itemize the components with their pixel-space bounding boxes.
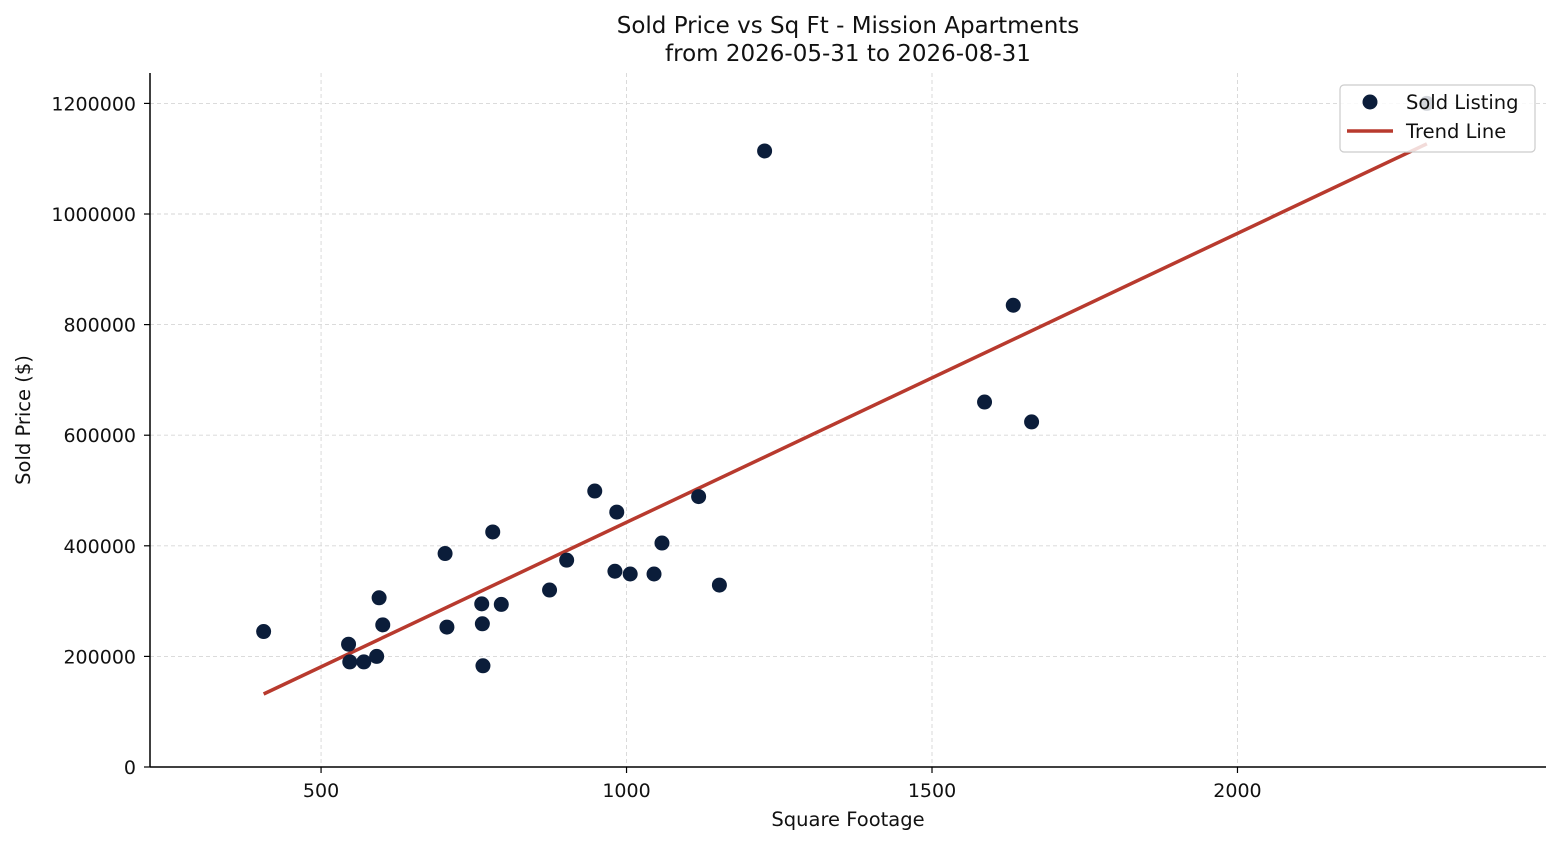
trend-line-layer xyxy=(262,142,1428,696)
data-point-16 xyxy=(587,483,603,499)
data-point-12 xyxy=(485,524,501,540)
data-point-21 xyxy=(654,535,670,551)
data-point-24 xyxy=(757,143,773,159)
data-point-23 xyxy=(711,577,727,593)
y-tick-label-1: 200000 xyxy=(63,646,136,668)
x-tick-label-0: 500 xyxy=(303,780,339,802)
data-point-26 xyxy=(1005,297,1021,313)
y-tick-label-2: 400000 xyxy=(63,536,136,558)
data-point-14 xyxy=(542,582,558,598)
data-point-25 xyxy=(977,394,993,410)
data-point-9 xyxy=(474,596,490,612)
data-points xyxy=(256,95,1435,674)
trend-line xyxy=(262,142,1428,696)
legend-label-trend-line: Trend Line xyxy=(1405,120,1506,143)
data-point-27 xyxy=(1024,414,1040,430)
chart-subtitle: from 2026-05-31 to 2026-08-31 xyxy=(665,41,1031,67)
data-point-22 xyxy=(691,489,707,505)
legend-label-sold-listing: Sold Listing xyxy=(1406,91,1519,114)
data-point-5 xyxy=(371,590,387,606)
y-axis-ticks: 0 200000 400000 600000 800000 1000000 1200000 xyxy=(51,93,150,779)
data-point-18 xyxy=(609,504,625,520)
y-tick-label-0: 0 xyxy=(124,757,136,779)
grid-lines xyxy=(150,73,1546,767)
data-point-8 xyxy=(439,619,455,635)
y-axis-title: Sold Price ($) xyxy=(12,355,35,485)
chart-title: Sold Price vs Sq Ft - Mission Apartments xyxy=(617,13,1080,39)
data-point-15 xyxy=(559,552,575,568)
data-point-7 xyxy=(437,546,453,562)
y-tick-label-4: 800000 xyxy=(63,315,136,337)
legend: Sold Listing Trend Line xyxy=(1339,84,1536,153)
data-point-1 xyxy=(341,636,357,652)
x-axis-title: Square Footage xyxy=(771,808,924,831)
data-point-20 xyxy=(646,566,662,582)
data-point-3 xyxy=(356,654,372,670)
x-tick-label-3: 2000 xyxy=(1213,780,1261,802)
data-point-6 xyxy=(375,617,391,633)
data-point-10 xyxy=(474,616,490,632)
y-tick-label-3: 600000 xyxy=(63,425,136,447)
legend-marker-sold-listing xyxy=(1362,94,1378,110)
data-point-17 xyxy=(607,563,623,579)
data-point-13 xyxy=(493,596,509,612)
data-point-19 xyxy=(622,566,638,582)
y-tick-label-6: 1200000 xyxy=(51,93,136,115)
data-point-2 xyxy=(342,654,358,670)
y-tick-label-5: 1000000 xyxy=(51,204,136,226)
x-axis-ticks: 500 1000 1500 2000 xyxy=(303,767,1262,802)
legend-box xyxy=(1339,84,1536,153)
x-tick-label-2: 1500 xyxy=(908,780,956,802)
data-point-0 xyxy=(256,624,272,640)
data-point-11 xyxy=(475,658,491,674)
x-tick-label-1: 1000 xyxy=(602,780,650,802)
data-point-4 xyxy=(369,648,385,664)
